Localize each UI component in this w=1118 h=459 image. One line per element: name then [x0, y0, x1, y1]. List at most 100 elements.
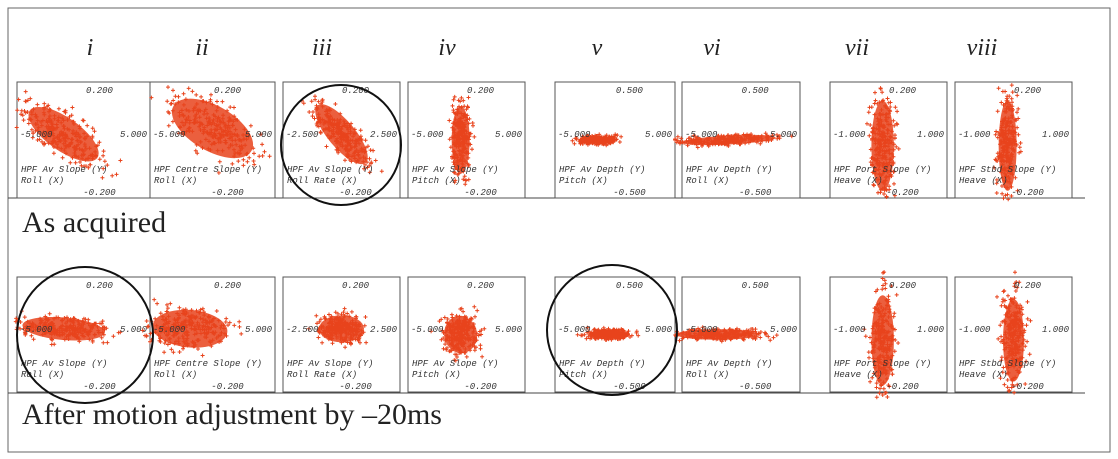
point-cloud	[299, 94, 384, 175]
tick-bottom: -0.200	[211, 382, 244, 392]
tick-bottom: -0.500	[613, 382, 646, 392]
tick-top: 0.200	[342, 281, 370, 291]
y-axis-label: HPF Av Slope (Y)	[21, 359, 107, 369]
tick-right: 5.000	[245, 325, 273, 335]
tick-right: 2.500	[370, 130, 398, 140]
tick-top: 0.500	[742, 281, 770, 291]
tick-right: 5.000	[245, 130, 273, 140]
tick-right: 5.000	[770, 130, 798, 140]
y-axis-label: HPF Av Slope (Y)	[21, 165, 107, 175]
scatter-panel: 0.500 -5.000 5.000 -0.500 HPF Av Depth (Y)Pi…	[554, 276, 676, 393]
y-axis-label: HPF Port Slope (Y)	[834, 359, 931, 369]
scatter-panel: 0.200 -1.000 1.000 -0.200 HPF Stbd Slope (Y)…	[954, 270, 1073, 395]
tick-bottom: -0.200	[464, 188, 497, 198]
tick-left: -5.000	[685, 325, 718, 335]
scatter-panel: 0.200 -5.000 5.000 -0.200 HPF Av Slope (Y)Pi…	[407, 81, 526, 199]
tick-right: 2.500	[370, 325, 398, 335]
point-cloud	[306, 306, 369, 350]
tick-left: -2.500	[286, 130, 319, 140]
x-axis-label: Roll Rate (X)	[287, 176, 357, 186]
scatter-panel: 0.500 -5.000 5.000 -0.500 HPF Av Depth (Y)Ro…	[673, 276, 801, 393]
tick-top: 0.500	[742, 86, 770, 96]
tick-bottom: -0.200	[339, 382, 372, 392]
x-axis-label: Pitch (X)	[559, 176, 608, 186]
tick-left: -2.500	[286, 325, 319, 335]
column-label: iii	[312, 35, 332, 61]
cloud-core	[171, 98, 254, 159]
row-caption: As acquired	[22, 206, 166, 239]
tick-right: 5.000	[120, 325, 148, 335]
tick-left: -5.000	[558, 325, 591, 335]
y-axis-label: HPF Stbd Slope (Y)	[959, 165, 1056, 175]
x-axis-label: Roll (X)	[154, 176, 197, 186]
tick-left: -5.000	[20, 325, 53, 335]
tick-right: 5.000	[770, 325, 798, 335]
tick-top: 0.200	[1014, 281, 1042, 291]
tick-bottom: -0.200	[464, 382, 497, 392]
column-label: iv	[438, 35, 456, 61]
x-axis-label: Heave (X)	[959, 176, 1008, 186]
scatter-panel: 0.500 -5.000 5.000 -0.500 HPF Av Depth (Y)Ro…	[673, 81, 801, 199]
scatter-panel: 0.200 -2.500 2.500 -0.200 HPF Av Slope (Y)Ro…	[282, 276, 401, 393]
tick-left: -1.000	[958, 130, 991, 140]
tick-right: 1.000	[917, 325, 945, 335]
tick-left: -5.000	[685, 130, 718, 140]
point-cloud	[140, 297, 244, 358]
tick-bottom: -0.500	[613, 188, 646, 198]
tick-left: -1.000	[833, 130, 866, 140]
tick-left: -5.000	[411, 325, 444, 335]
tick-bottom: -0.200	[83, 382, 116, 392]
y-axis-label: HPF Av Slope (Y)	[412, 359, 498, 369]
y-axis-label: HPF Centre Slope (Y)	[154, 165, 262, 175]
y-axis-label: HPF Port Slope (Y)	[834, 165, 931, 175]
x-axis-label: Roll Rate (X)	[287, 370, 357, 380]
tick-top: 0.500	[616, 86, 644, 96]
y-axis-label: HPF Av Depth (Y)	[686, 165, 772, 175]
tick-top: 0.200	[342, 86, 370, 96]
tick-top: 0.200	[1014, 86, 1042, 96]
scatter-panel: 0.200 -1.000 1.000 -0.200 HPF Port Slope (Y)…	[829, 81, 948, 199]
point-cloud	[447, 94, 477, 187]
x-axis-label: Roll (X)	[686, 176, 729, 186]
point-cloud	[992, 83, 1023, 202]
scatter-panel: 0.200 -5.000 5.000 -0.200 HPF Av Slope (Y)Pi…	[407, 276, 526, 393]
y-axis-label: HPF Stbd Slope (Y)	[959, 359, 1056, 369]
tick-top: 0.200	[467, 281, 495, 291]
column-label: viii	[967, 35, 998, 61]
highlight-circle	[16, 266, 154, 404]
y-axis-label: HPF Av Depth (Y)	[559, 359, 645, 369]
column-label: vi	[703, 35, 720, 61]
scatter-panel: 0.200 -5.000 5.000 -0.200 HPF Centre Slope (…	[149, 81, 276, 199]
scatter-panel: 0.200 -5.000 5.000 -0.200 HPF Av Slope (Y)Ro…	[14, 81, 151, 199]
tick-top: 0.200	[889, 281, 917, 291]
tick-top: 0.200	[86, 281, 114, 291]
scatter-panel: 0.200 -1.000 1.000 -0.200 HPF Stbd Slope (Y)…	[954, 81, 1073, 202]
y-axis-label: HPF Av Depth (Y)	[686, 359, 772, 369]
tick-right: 5.000	[495, 325, 523, 335]
point-cloud	[570, 132, 624, 148]
highlight-circle	[546, 264, 678, 396]
x-axis-label: Pitch (X)	[559, 370, 608, 380]
y-axis-label: HPF Centre Slope (Y)	[154, 359, 262, 369]
column-label: vii	[845, 35, 869, 61]
tick-bottom: -0.200	[1011, 188, 1044, 198]
tick-left: -5.000	[558, 130, 591, 140]
point-cloud	[862, 270, 901, 400]
tick-right: 5.000	[495, 130, 523, 140]
y-axis-label: HPF Av Depth (Y)	[559, 165, 645, 175]
y-axis-label: HPF Av Slope (Y)	[287, 165, 373, 175]
tick-right: 5.000	[645, 325, 673, 335]
scatter-panel: 0.200 -1.000 1.000 -0.200 HPF Port Slope (Y)…	[829, 270, 948, 400]
scatter-panel: 0.200 -5.000 5.000 -0.200 HPF Centre Slope (…	[140, 276, 276, 393]
x-axis-label: Heave (X)	[834, 176, 883, 186]
tick-bottom: -0.200	[339, 188, 372, 198]
y-axis-label: HPF Av Slope (Y)	[412, 165, 498, 175]
tick-right: 5.000	[120, 130, 148, 140]
tick-right: 1.000	[917, 130, 945, 140]
tick-bottom: -0.500	[739, 382, 772, 392]
tick-top: 0.500	[616, 281, 644, 291]
tick-right: 1.000	[1042, 130, 1070, 140]
x-axis-label: Heave (X)	[959, 370, 1008, 380]
tick-bottom: -0.200	[886, 382, 919, 392]
